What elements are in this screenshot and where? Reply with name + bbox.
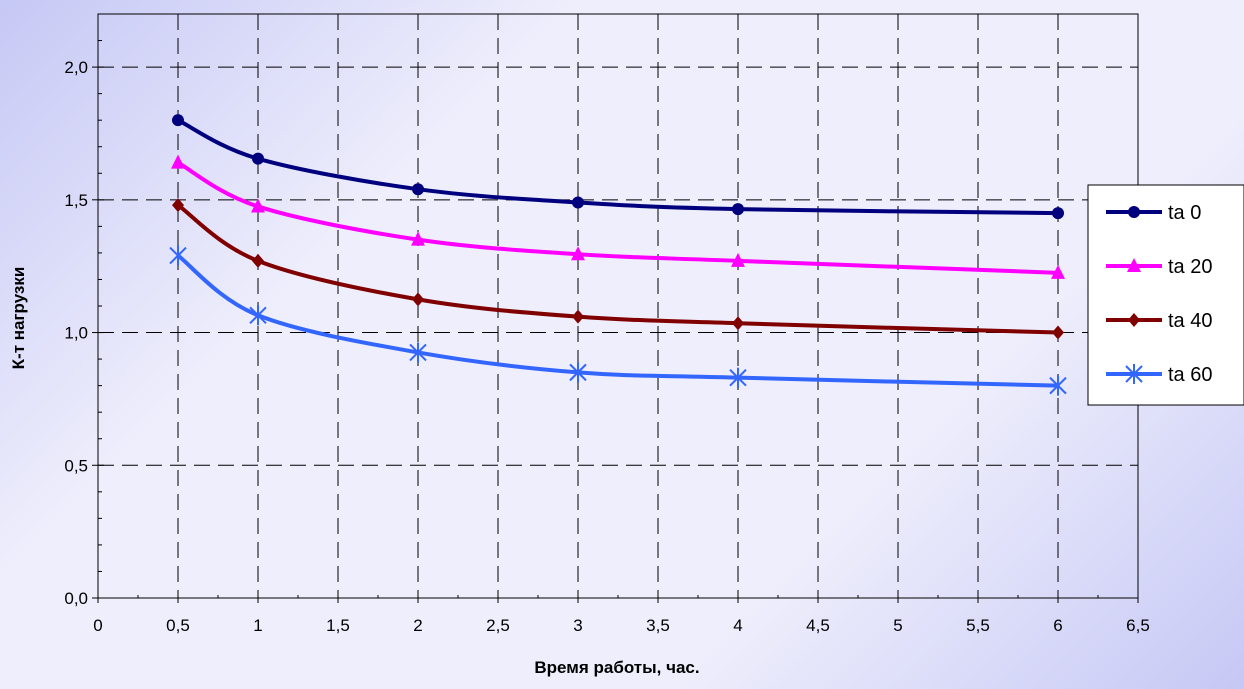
- legend-item: ta 40: [1106, 310, 1212, 332]
- data-point: [171, 154, 185, 169]
- data-point: [1128, 313, 1140, 327]
- y-tick-label: 1,5: [64, 191, 88, 210]
- data-point: [409, 342, 427, 363]
- data-point: [412, 183, 424, 196]
- legend-label: ta 20: [1168, 256, 1212, 278]
- x-tick-label: 4,5: [806, 616, 830, 635]
- y-tick-label: 0,0: [64, 589, 88, 608]
- data-point: [411, 231, 425, 246]
- legend-item: ta 0: [1106, 202, 1201, 224]
- data-point: [732, 203, 744, 216]
- x-tick-label: 2: [413, 616, 422, 635]
- x-tick-label: 6: [1053, 616, 1062, 635]
- x-tick-label: 2,5: [486, 616, 510, 635]
- data-point: [252, 152, 264, 165]
- legend-item: ta 20: [1106, 256, 1212, 278]
- legend-label: ta 0: [1168, 202, 1201, 224]
- data-point: [172, 198, 184, 213]
- data-point: [732, 316, 744, 331]
- data-point: [249, 305, 267, 326]
- legend: ta 0 ta 20 ta 40 ta 60: [1087, 184, 1244, 406]
- data-point: [172, 114, 184, 127]
- series-ta-20: [171, 154, 1065, 279]
- x-tick-label: 5,5: [966, 616, 990, 635]
- series-line: [177, 118, 1059, 216]
- x-tick-label: 3,5: [646, 616, 670, 635]
- legend-label: ta 60: [1168, 364, 1212, 386]
- x-tick-label: 6,5: [1126, 616, 1150, 635]
- plot-area: [97, 13, 1139, 599]
- data-point: [251, 198, 265, 213]
- data-point: [569, 362, 587, 383]
- x-tick-label: 5: [893, 616, 902, 635]
- series-line: [177, 160, 1059, 275]
- data-point: [412, 292, 424, 307]
- data-point: [169, 245, 187, 266]
- series-layer: [169, 114, 1067, 396]
- grid-lines: [98, 14, 1138, 598]
- data-point: [729, 367, 747, 388]
- legend-label: ta 40: [1168, 310, 1212, 332]
- series-ta-0: [172, 114, 1064, 220]
- data-point: [1052, 325, 1064, 340]
- data-point: [1049, 375, 1067, 396]
- data-point: [1128, 206, 1140, 218]
- legend-item: ta 60: [1106, 364, 1212, 386]
- x-tick-label: 1,5: [326, 616, 350, 635]
- series-ta-60: [169, 245, 1067, 396]
- data-point: [731, 252, 745, 267]
- data-point: [572, 309, 584, 324]
- axes: 0 0,5 1 1,5 2 2,5 3 3,5 4 4,5 5 5,5 6 6,5 0,0 0,5 1,0 1,5…: [64, 40, 1150, 635]
- data-point: [1127, 258, 1141, 272]
- data-point: [1125, 364, 1143, 384]
- x-tick-label: 3: [573, 616, 582, 635]
- data-point: [572, 196, 584, 209]
- x-tick-label: 4: [733, 616, 742, 635]
- x-tick-label: 1: [253, 616, 262, 635]
- x-tick-label: 0: [93, 616, 102, 635]
- data-point: [1052, 207, 1064, 220]
- x-axis-title: Время работы, час.: [534, 658, 699, 677]
- data-point: [1051, 264, 1065, 279]
- data-point: [252, 253, 264, 268]
- data-point: [571, 246, 585, 261]
- y-tick-label: 2,0: [64, 58, 88, 77]
- series-ta-40: [172, 198, 1064, 340]
- legend-box: [1087, 184, 1244, 406]
- y-axis-title: К-т нагрузки: [9, 267, 28, 370]
- y-tick-label: 1,0: [64, 324, 88, 343]
- x-tick-label: 0,5: [166, 616, 190, 635]
- y-tick-label: 0,5: [64, 456, 88, 475]
